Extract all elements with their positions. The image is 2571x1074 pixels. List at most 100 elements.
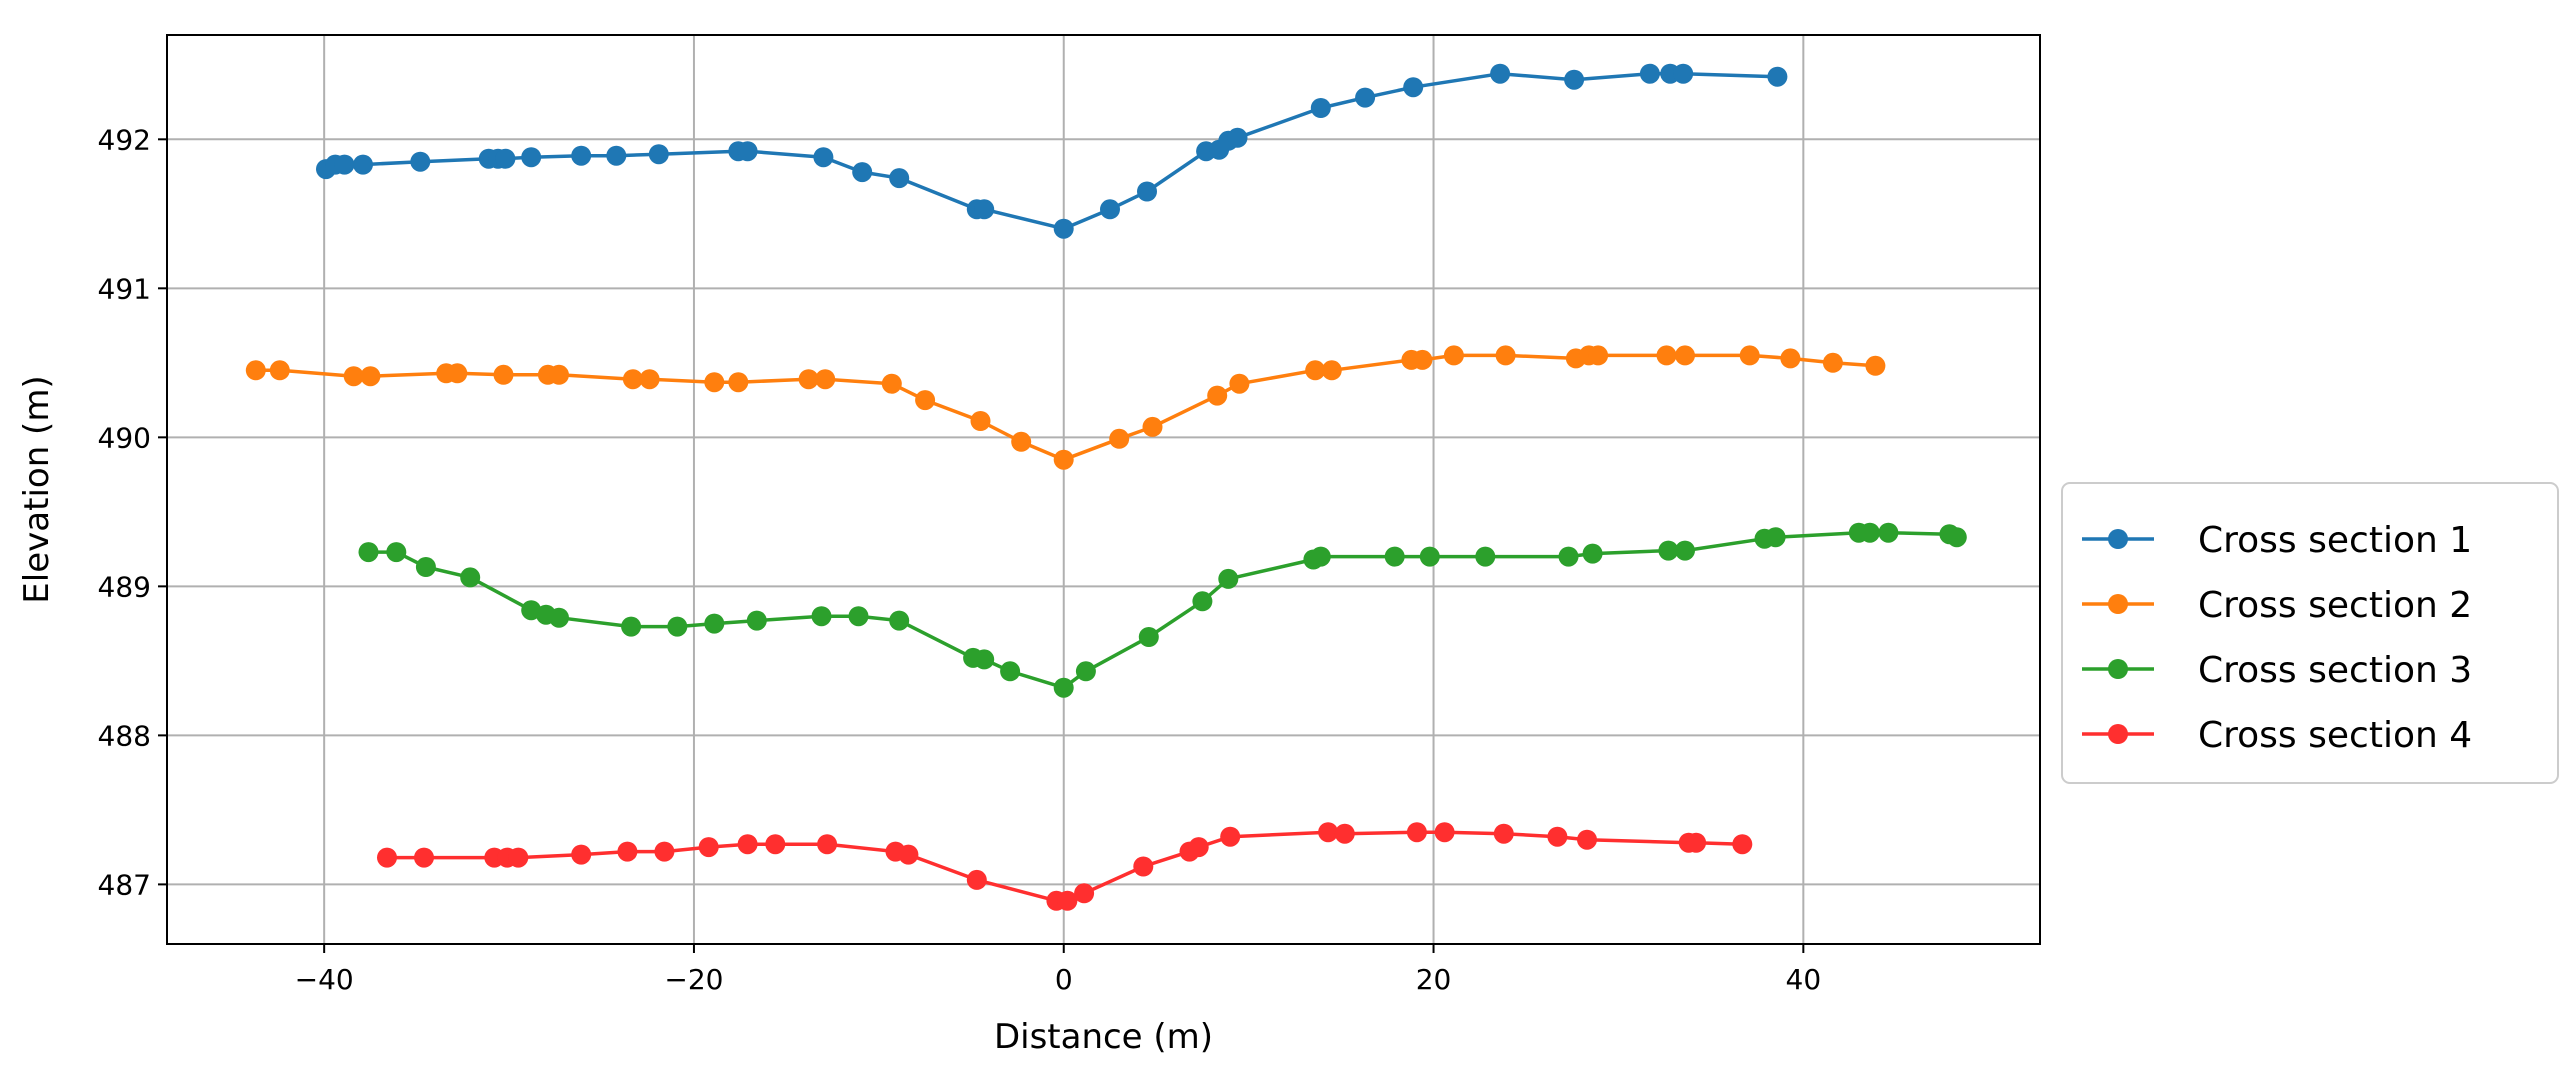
- data-point: [410, 151, 431, 172]
- legend-marker: [2108, 529, 2128, 549]
- data-point: [915, 390, 936, 411]
- series-2: [245, 345, 1886, 470]
- series-1: [316, 63, 1788, 239]
- data-point: [1318, 822, 1339, 843]
- data-point: [1305, 360, 1326, 381]
- data-point: [704, 372, 725, 393]
- data-point: [765, 834, 786, 855]
- data-point: [447, 363, 468, 384]
- data-point: [1732, 834, 1753, 855]
- data-point: [1384, 546, 1405, 567]
- data-point: [606, 145, 627, 166]
- data-point: [1493, 823, 1514, 844]
- data-point: [1406, 822, 1427, 843]
- data-point: [704, 613, 725, 634]
- legend-item: Cross section 4: [2082, 715, 2472, 756]
- data-point: [1588, 345, 1609, 366]
- data-point: [1011, 431, 1032, 452]
- data-point: [1865, 355, 1886, 376]
- data-point: [737, 834, 758, 855]
- data-point: [1673, 63, 1694, 84]
- data-point: [1739, 345, 1760, 366]
- data-point: [889, 168, 910, 189]
- data-point: [1321, 360, 1342, 381]
- data-point: [386, 542, 407, 563]
- x-axis-ticks: −40 −20 0 20 40: [295, 944, 1822, 996]
- y-axis-label: Elevation (m): [17, 375, 57, 603]
- data-point: [1547, 826, 1568, 847]
- plot-area-frame: [166, 34, 2041, 945]
- legend-frame: [2061, 482, 2559, 784]
- data-point: [1564, 69, 1585, 90]
- data-point: [1558, 546, 1579, 567]
- x-tick-label: −40: [295, 963, 354, 996]
- data-point: [881, 373, 902, 394]
- data-point: [493, 364, 514, 385]
- x-tick-label: 40: [1786, 963, 1822, 996]
- data-point: [1100, 199, 1120, 220]
- data-point: [1675, 540, 1695, 561]
- legend-item: Cross section 2: [2082, 585, 2472, 626]
- data-point: [415, 557, 436, 577]
- x-axis-label: Distance (m): [994, 1017, 1213, 1057]
- data-point: [1109, 428, 1130, 449]
- data-point: [1656, 345, 1677, 366]
- data-point: [414, 847, 434, 868]
- data-point: [1443, 345, 1464, 366]
- x-tick-label: 20: [1416, 963, 1452, 996]
- data-point: [508, 847, 529, 868]
- series-4: [377, 822, 1753, 911]
- data-point: [1434, 822, 1455, 843]
- data-point: [1053, 218, 1074, 239]
- data-point: [1475, 546, 1496, 567]
- data-point: [1137, 181, 1157, 202]
- data-point: [1310, 546, 1331, 567]
- data-point: [571, 844, 592, 865]
- data-point: [1227, 127, 1248, 148]
- y-tick-label: 488: [98, 719, 151, 752]
- legend-marker: [2108, 724, 2128, 744]
- data-point: [1138, 627, 1159, 647]
- data-point: [667, 616, 688, 637]
- data-point: [1053, 449, 1074, 470]
- legend-label: Cross section 2: [2198, 585, 2472, 626]
- data-point: [617, 841, 638, 862]
- data-point: [1765, 527, 1786, 548]
- legend-item: Cross section 1: [2082, 520, 2472, 561]
- data-point: [1000, 661, 1021, 682]
- x-tick-label: 0: [1055, 963, 1073, 996]
- data-point: [1767, 66, 1788, 87]
- data-point: [358, 542, 379, 563]
- legend-label: Cross section 1: [2198, 520, 2472, 561]
- data-point: [639, 369, 660, 390]
- data-point: [1403, 77, 1424, 98]
- data-point: [852, 162, 873, 183]
- data-point: [1412, 349, 1433, 370]
- data-point: [654, 841, 675, 862]
- data-point: [698, 837, 719, 858]
- data-point: [1334, 823, 1355, 844]
- data-point: [571, 145, 592, 166]
- data-point: [798, 369, 819, 390]
- grid-lines: [167, 35, 2040, 944]
- data-point: [1946, 527, 1967, 548]
- x-tick-label: −20: [664, 963, 723, 996]
- data-point: [269, 360, 290, 381]
- data-point: [1142, 416, 1163, 437]
- legend-label: Cross section 3: [2198, 650, 2472, 691]
- y-tick-label: 490: [98, 421, 151, 454]
- legend: Cross section 1 Cross section 2 Cross sect…: [2061, 482, 2559, 784]
- data-point: [377, 847, 397, 868]
- y-tick-label: 492: [98, 123, 151, 156]
- legend-marker: [2108, 659, 2128, 679]
- data-point: [549, 364, 569, 385]
- legend-item: Cross section 3: [2082, 650, 2472, 691]
- data-point: [889, 610, 910, 631]
- data-point: [1686, 832, 1707, 853]
- data-point: [621, 616, 642, 637]
- data-point: [815, 369, 836, 390]
- data-point: [1822, 352, 1843, 373]
- data-point: [521, 147, 542, 168]
- data-point: [245, 360, 266, 381]
